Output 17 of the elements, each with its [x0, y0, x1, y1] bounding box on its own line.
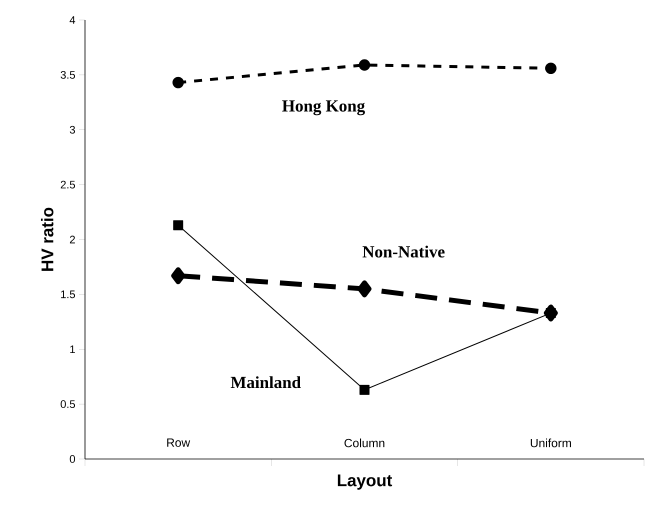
- y-tick-label: 0.5: [60, 400, 76, 408]
- x-axis-title: Layout: [338, 474, 392, 490]
- y-tick-label: 1: [70, 345, 75, 354]
- y-tick-label: 2: [70, 236, 75, 244]
- y-tick-label: 3.5: [60, 71, 76, 79]
- y-tick-label: 4: [70, 16, 76, 24]
- series-label: Mainland: [230, 376, 301, 388]
- x-tick-label: Column: [344, 438, 384, 448]
- y-tick-label: 2.5: [60, 180, 76, 189]
- y-tick-label: 0: [70, 455, 76, 463]
- y-axis-title: HV ratio: [40, 208, 54, 271]
- series-label: Hong Kong: [282, 100, 365, 116]
- x-tick-label: Row: [167, 438, 190, 447]
- y-tick-label: 1.5: [61, 290, 76, 298]
- x-tick-label: Uniform: [530, 438, 571, 448]
- series-label: Non-Native: [362, 246, 445, 258]
- y-tick-label: 3: [70, 126, 75, 134]
